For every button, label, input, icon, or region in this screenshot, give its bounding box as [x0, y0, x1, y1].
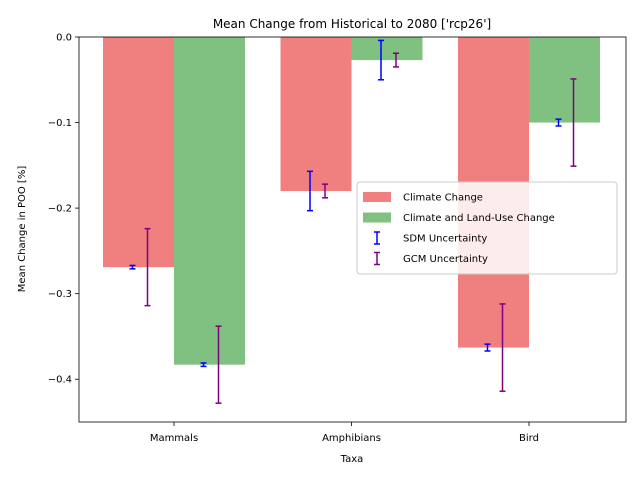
plot-frame	[78, 36, 627, 423]
legend-swatch	[363, 192, 391, 202]
x-axis: Mammals Amphibians Bird	[150, 422, 539, 444]
bar-amphibians-series-1	[280, 37, 352, 191]
legend: Climate Change Climate and Land-Use Chang…	[356, 181, 618, 275]
y-tick-label: −0.3	[48, 289, 72, 300]
legend-frame	[356, 181, 618, 275]
gcm-error-bar	[393, 52, 399, 68]
sdm-error-bar	[484, 343, 491, 352]
error-bars-group	[129, 39, 577, 404]
y-axis: 0.0 −0.1 −0.2 −0.3 −0.4	[48, 33, 79, 386]
bar-mammals-series-2	[174, 37, 245, 365]
sdm-error-bar	[129, 264, 136, 270]
bar-amphibians-series-2	[351, 37, 423, 61]
legend-label: Climate Change	[403, 193, 483, 204]
x-tick-label: Mammals	[150, 433, 198, 444]
x-axis-label: Taxa	[340, 454, 364, 465]
gcm-error-bar	[144, 227, 151, 307]
chart-title: Mean Change from Historical to 2080 ['rc…	[213, 17, 491, 31]
gcm-error-bar	[322, 183, 328, 199]
legend-label: GCM Uncertainty	[403, 254, 488, 265]
y-tick-label: −0.1	[48, 118, 72, 129]
y-tick-label: −0.4	[48, 375, 72, 386]
sdm-error-bar	[555, 118, 562, 127]
x-tick-label: Amphibians	[322, 433, 381, 444]
y-axis-label: Mean Change in POO [%]	[17, 166, 28, 293]
sdm-error-bar	[378, 39, 384, 81]
sdm-error-bar	[200, 362, 207, 368]
legend-label: SDM Uncertainty	[403, 234, 487, 245]
legend-label: Climate and Land-Use Change	[403, 213, 555, 224]
legend-swatch	[363, 212, 391, 223]
legend-entry: GCM Uncertainty	[374, 251, 488, 266]
bar-mammals-series-1	[103, 37, 174, 268]
y-tick-label: 0.0	[56, 33, 72, 44]
gcm-error-bar	[215, 325, 222, 404]
x-tick-label: Bird	[519, 433, 539, 444]
gcm-error-bar	[499, 303, 506, 392]
bar-bird-series-2	[529, 37, 600, 123]
legend-entry: SDM Uncertainty	[374, 231, 487, 245]
sdm-error-bar	[307, 170, 313, 212]
gcm-error-bar	[570, 78, 577, 167]
bars-group	[103, 37, 600, 365]
legend-entry: Climate Change	[363, 192, 483, 204]
y-tick-label: −0.2	[48, 204, 72, 215]
legend-entry: Climate and Land-Use Change	[363, 212, 555, 224]
